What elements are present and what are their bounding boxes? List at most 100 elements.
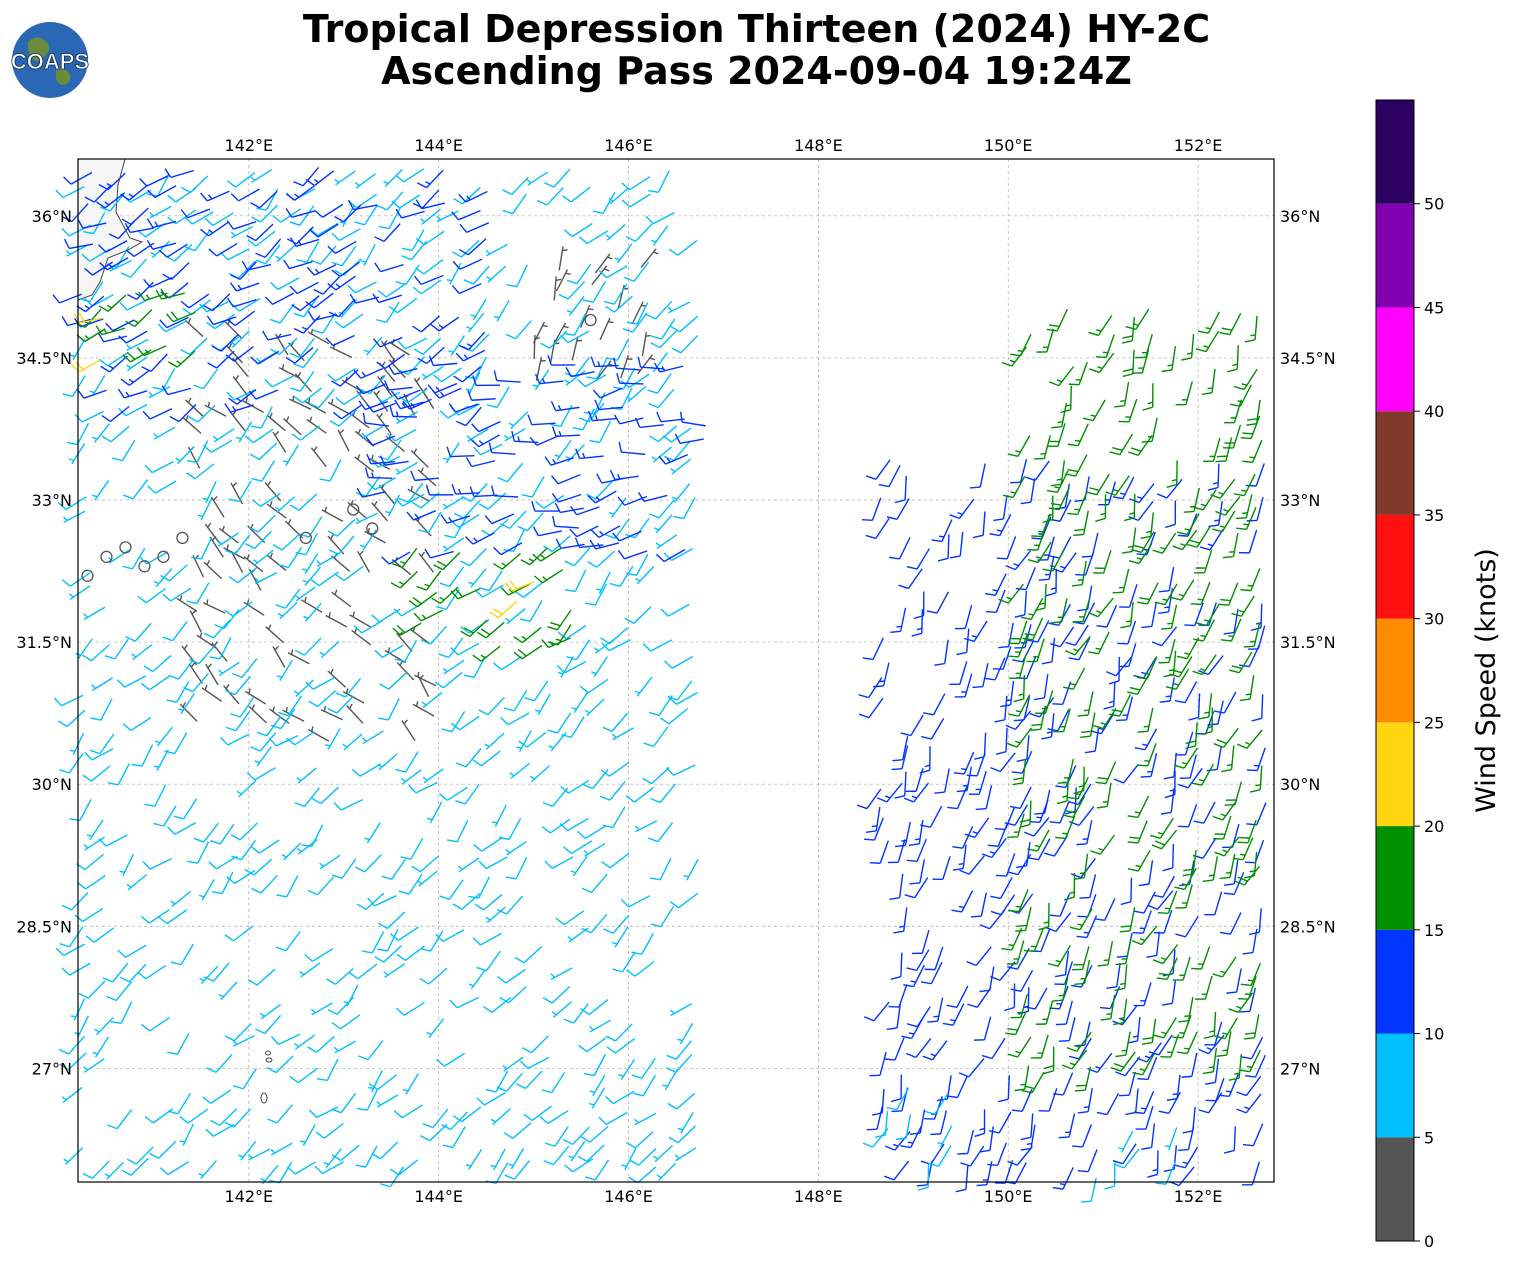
- wind-barb: [1205, 1077, 1225, 1102]
- wind-barb: [1021, 1071, 1045, 1094]
- wind-barb: [457, 857, 480, 873]
- wind-barb: [856, 788, 882, 810]
- wind-barb: [123, 479, 149, 500]
- wind-barb: [436, 210, 459, 223]
- wind-barb: [396, 945, 425, 962]
- wind-barb: [635, 417, 664, 429]
- wind-barb: [211, 871, 234, 895]
- wind-barb: [557, 624, 587, 640]
- wind-barb: [535, 494, 565, 509]
- wind-barb: [1157, 890, 1178, 915]
- wind-barb: [307, 726, 330, 743]
- wind-barb: [326, 967, 354, 985]
- wind-barb: [421, 691, 443, 709]
- wind-barb: [452, 893, 481, 910]
- wind-barb: [904, 877, 929, 899]
- wind-barb: [250, 168, 273, 184]
- wind-barb: [186, 440, 209, 464]
- wind-barb: [224, 925, 253, 942]
- wind-barb: [286, 226, 314, 245]
- wind-barb: [648, 388, 675, 409]
- wind-barb: [158, 909, 188, 925]
- wind-barb: [294, 1034, 316, 1050]
- wind-barb: [609, 565, 634, 588]
- wind-barb: [1010, 458, 1028, 484]
- wind-barb: [450, 588, 480, 600]
- wind-barb: [589, 1074, 606, 1097]
- wind-barb: [486, 386, 510, 409]
- wind-barb: [208, 242, 238, 257]
- wind-barb: [248, 1148, 271, 1161]
- wind-barb: [486, 265, 507, 283]
- wind-barb: [1023, 928, 1044, 953]
- wind-barb: [1067, 423, 1089, 447]
- wind-barb: [450, 715, 480, 731]
- wind-barb: [278, 364, 301, 380]
- wind-barb: [439, 879, 464, 900]
- wind-barb: [496, 895, 524, 915]
- wind-barb: [358, 400, 389, 411]
- wind-barb: [395, 208, 425, 219]
- wind-barb: [485, 243, 508, 257]
- wind-barb: [626, 961, 655, 977]
- wind-barb: [1181, 1052, 1198, 1078]
- wind-barb: [398, 388, 428, 404]
- colorbar-bin: [1376, 307, 1414, 412]
- wind-barb: [238, 1140, 257, 1161]
- wind-barb: [1036, 328, 1055, 353]
- wind-barb: [276, 659, 293, 681]
- wind-barb: [418, 511, 442, 534]
- wind-barb: [1193, 801, 1216, 824]
- wind-barb: [440, 514, 471, 524]
- wind-barb: [206, 313, 235, 330]
- wind-barb: [167, 1092, 192, 1115]
- wind-barb: [926, 591, 950, 614]
- wind-barb: [1009, 654, 1027, 680]
- wind-barb: [1218, 1073, 1239, 1098]
- wind-barb: [1202, 1047, 1218, 1075]
- wind-barb: [1135, 334, 1153, 359]
- wind-barb: [285, 519, 304, 539]
- wind-barb: [455, 349, 486, 362]
- wind-barb: [316, 1058, 339, 1082]
- wind-barb: [605, 295, 633, 313]
- wind-barb: [970, 892, 988, 918]
- wind-barb: [551, 493, 582, 503]
- wind-barb: [1128, 501, 1154, 522]
- wind-barb: [266, 552, 287, 571]
- wind-barb: [663, 548, 693, 561]
- wind-barb: [1238, 976, 1257, 1000]
- wind-barb: [310, 571, 339, 587]
- wind-barb: [648, 694, 673, 717]
- colorbar-frame: [1375, 99, 1415, 1242]
- wind-barb: [293, 348, 319, 369]
- wind-barb: [165, 244, 193, 262]
- wind-barb: [1066, 1031, 1092, 1052]
- wind-barb: [949, 531, 964, 559]
- wind-barb: [411, 855, 439, 873]
- wind-barb: [974, 1109, 986, 1138]
- wind-barb: [558, 246, 568, 271]
- wind-barb: [1247, 625, 1266, 650]
- wind-barb: [503, 1122, 532, 1139]
- wind-barb: [605, 224, 626, 241]
- wind-barb: [371, 500, 388, 522]
- wind-barb: [1163, 1145, 1178, 1172]
- wind-barb: [248, 389, 279, 400]
- wind-barb: [435, 1052, 465, 1067]
- calm-wind-marker: [138, 560, 151, 573]
- wind-barb: [243, 599, 265, 616]
- wind-barb: [167, 1032, 190, 1056]
- wind-barb: [1008, 694, 1031, 717]
- wind-barb: [663, 441, 690, 462]
- wind-barb: [903, 782, 930, 803]
- wind-barb: [199, 301, 229, 313]
- wind-barb: [324, 728, 341, 750]
- wind-barb: [1205, 1058, 1220, 1085]
- wind-barb: [293, 387, 323, 404]
- wind-barb: [296, 241, 320, 263]
- wind-barb: [620, 354, 633, 379]
- wind-barb: [1007, 727, 1033, 748]
- wind-barb: [267, 1104, 293, 1124]
- wind-barb: [478, 856, 508, 870]
